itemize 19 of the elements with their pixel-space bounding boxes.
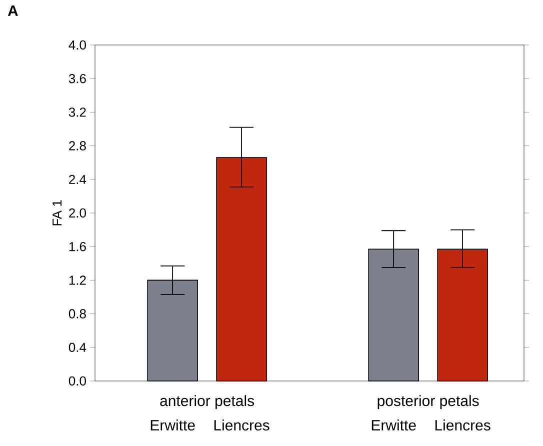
text: anterior petals (160, 395, 254, 410)
x-tick-label: Erwitte (372, 420, 416, 431)
y-tick-label: 4.0 (68, 40, 86, 50)
y-tick-label: 0.4 (68, 342, 86, 352)
y-tick-label: 2.0 (69, 208, 86, 218)
x-tick-label: Liencres (214, 420, 270, 431)
x-tick-label: Erwitte (150, 420, 195, 431)
y-tick-label: 3.2 (68, 108, 86, 117)
chart-title: A (8, 6, 18, 16)
y-axis-title: FA 1 (52, 200, 62, 226)
y-tick-label: 0.0 (68, 376, 86, 386)
x-tick-label: Liencres (435, 420, 490, 431)
y-tick-label: 2.8 (69, 141, 86, 150)
y-tick-label: 3.6 (68, 74, 86, 84)
y-tick-label: 1.6 (69, 242, 86, 252)
y-tick-label: 2.4 (69, 174, 86, 184)
y-tick-label: 1.2 (69, 276, 86, 285)
text: posterior petals (378, 395, 479, 410)
y-tick-label: 0.8 (68, 309, 86, 318)
